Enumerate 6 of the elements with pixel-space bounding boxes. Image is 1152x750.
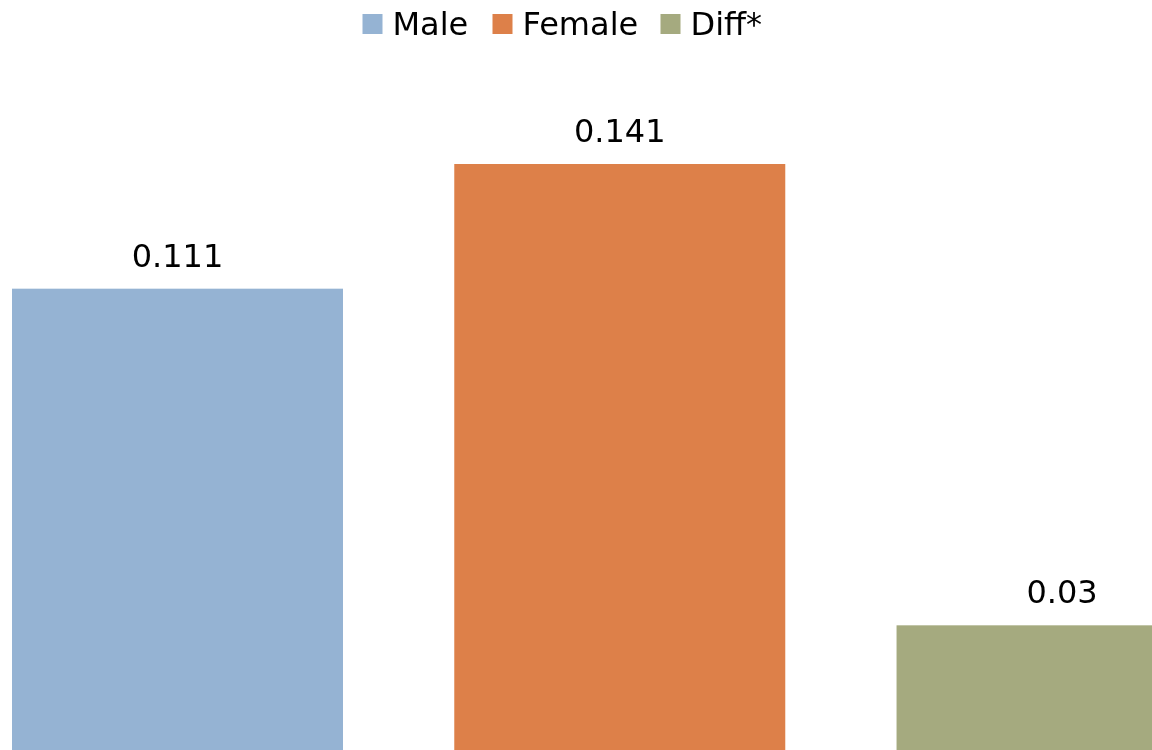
data-label: 0.141 bbox=[573, 112, 666, 150]
legend-label: Male bbox=[392, 5, 469, 43]
data-label: 0.03 bbox=[1026, 573, 1098, 612]
legend-label: Diff* bbox=[690, 5, 763, 43]
legend-label: Female bbox=[522, 5, 639, 43]
data-label: 0.111 bbox=[131, 236, 224, 275]
